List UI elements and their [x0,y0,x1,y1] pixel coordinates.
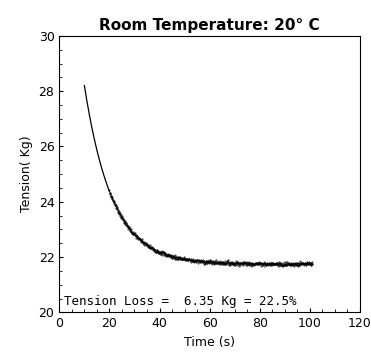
Title: Room Temperature: 20° C: Room Temperature: 20° C [99,18,320,33]
Y-axis label: Tension( Kg): Tension( Kg) [20,136,33,213]
X-axis label: Time (s): Time (s) [184,336,235,349]
Text: Tension Loss =  6.35 Kg = 22.5%: Tension Loss = 6.35 Kg = 22.5% [65,295,297,308]
